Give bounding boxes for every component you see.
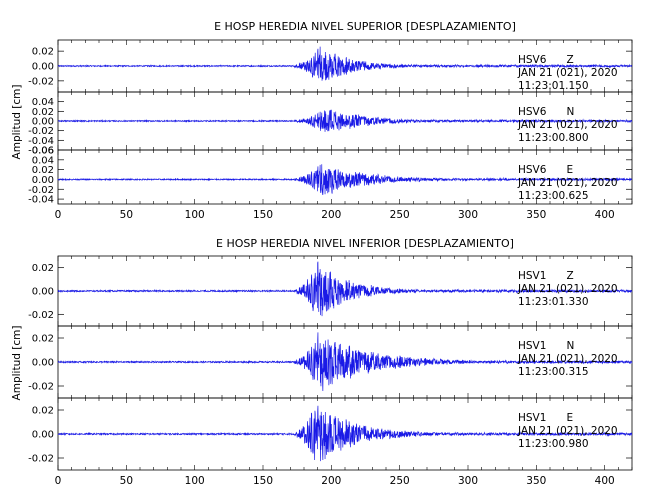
station-component: N bbox=[566, 340, 574, 352]
y-tick-label: 0.00 bbox=[32, 175, 54, 186]
station-time: 11:23:00.625 bbox=[518, 190, 589, 202]
station-time: 11:23:01.330 bbox=[518, 296, 589, 308]
station-label: HSV1 Z bbox=[518, 270, 574, 282]
station-component: Z bbox=[566, 270, 573, 282]
station-component: N bbox=[566, 106, 574, 118]
station-label: HSV6 Z bbox=[518, 54, 574, 66]
y-tick-label: 0.02 bbox=[32, 263, 54, 274]
x-tick-label: 200 bbox=[321, 209, 341, 221]
y-tick-label: 0.02 bbox=[32, 334, 54, 345]
station-name: HSV6 bbox=[518, 164, 547, 176]
station-date: JAN 21 (021), 2020 bbox=[517, 283, 618, 295]
chart-1: E HOSP HEREDIA NIVEL SUPERIOR [DESPLAZAM… bbox=[11, 20, 633, 221]
trace-hsv6-n bbox=[57, 109, 633, 132]
station-date: JAN 21 (021), 2020 bbox=[517, 425, 618, 437]
y-tick-label: 0.00 bbox=[32, 358, 54, 369]
station-label: HSV1 N bbox=[518, 340, 574, 352]
x-tick-label: 50 bbox=[120, 209, 133, 221]
x-tick-label: 250 bbox=[390, 475, 410, 487]
x-tick-label: 300 bbox=[458, 209, 478, 221]
station-name: HSV6 bbox=[518, 106, 547, 118]
y-tick-label: -0.06 bbox=[28, 146, 54, 157]
x-tick-label: 150 bbox=[253, 209, 273, 221]
y-tick-label: 0.02 bbox=[32, 107, 54, 118]
y-tick-label: -0.02 bbox=[28, 310, 54, 321]
y-tick-label: 0.04 bbox=[32, 155, 54, 166]
y-axis-label: Amplitud [cm] bbox=[11, 85, 23, 160]
y-tick-label: -0.02 bbox=[28, 185, 54, 196]
station-name: HSV6 bbox=[518, 54, 547, 66]
station-name: HSV1 bbox=[518, 270, 546, 282]
y-tick-label: 0.00 bbox=[32, 117, 54, 128]
station-label: HSV1 E bbox=[518, 412, 573, 424]
trace-hsv6-e bbox=[57, 164, 633, 195]
station-component: Z bbox=[566, 54, 573, 66]
trace-hsv1-z bbox=[57, 261, 633, 317]
station-label: HSV6 N bbox=[518, 106, 574, 118]
x-tick-label: 150 bbox=[253, 475, 273, 487]
y-tick-label: -0.02 bbox=[28, 76, 54, 87]
x-tick-label: 400 bbox=[595, 475, 615, 487]
chart-title: E HOSP HEREDIA NIVEL INFERIOR [DESPLAZAM… bbox=[216, 237, 514, 250]
y-tick-label: -0.04 bbox=[28, 136, 54, 147]
trace-hsv6-z bbox=[57, 46, 633, 81]
x-tick-label: 50 bbox=[120, 475, 133, 487]
y-tick-label: -0.02 bbox=[28, 382, 54, 393]
y-tick-label: 0.00 bbox=[32, 287, 54, 298]
y-tick-label: 0.06 bbox=[32, 146, 54, 157]
station-name: HSV1 bbox=[518, 340, 546, 352]
station-date: JAN 21 (021), 2020 bbox=[517, 353, 618, 365]
chart-2: E HOSP HEREDIA NIVEL INFERIOR [DESPLAZAM… bbox=[11, 237, 633, 487]
x-tick-label: 200 bbox=[321, 475, 341, 487]
station-time: 11:23:00.980 bbox=[518, 438, 589, 450]
y-tick-label: 0.02 bbox=[32, 47, 54, 58]
x-tick-label: 100 bbox=[185, 475, 205, 487]
x-tick-label: 100 bbox=[185, 209, 205, 221]
y-tick-label: 0.02 bbox=[32, 406, 54, 417]
x-tick-label: 0 bbox=[55, 209, 62, 221]
station-date: JAN 21 (021), 2020 bbox=[517, 177, 618, 189]
y-tick-label: 0.00 bbox=[32, 62, 54, 73]
y-axis-label: Amplitud [cm] bbox=[11, 326, 23, 401]
y-tick-label: 0.02 bbox=[32, 165, 54, 176]
chart-title: E HOSP HEREDIA NIVEL SUPERIOR [DESPLAZAM… bbox=[214, 20, 516, 33]
y-tick-label: -0.04 bbox=[28, 195, 54, 206]
station-date: JAN 21 (021), 2020 bbox=[517, 67, 618, 79]
x-tick-label: 350 bbox=[526, 209, 546, 221]
x-tick-label: 400 bbox=[595, 209, 615, 221]
trace-hsv1-e bbox=[57, 405, 633, 462]
y-tick-label: 0.04 bbox=[32, 97, 54, 108]
station-name: HSV1 bbox=[518, 412, 546, 424]
y-tick-label: -0.02 bbox=[28, 454, 54, 465]
station-time: 11:23:00.315 bbox=[518, 366, 589, 378]
station-label: HSV6 E bbox=[518, 164, 573, 176]
y-tick-label: 0.00 bbox=[32, 430, 54, 441]
y-tick-label: -0.02 bbox=[28, 126, 54, 137]
x-tick-label: 250 bbox=[390, 209, 410, 221]
station-time: 11:23:01.150 bbox=[518, 80, 589, 92]
station-component: E bbox=[566, 412, 573, 424]
x-tick-label: 300 bbox=[458, 475, 478, 487]
trace-hsv1-n bbox=[57, 332, 633, 392]
x-tick-label: 350 bbox=[526, 475, 546, 487]
station-time: 11:23:00.800 bbox=[518, 132, 589, 144]
station-date: JAN 21 (021), 2020 bbox=[517, 119, 618, 131]
station-component: E bbox=[566, 164, 573, 176]
x-tick-label: 0 bbox=[55, 475, 62, 487]
